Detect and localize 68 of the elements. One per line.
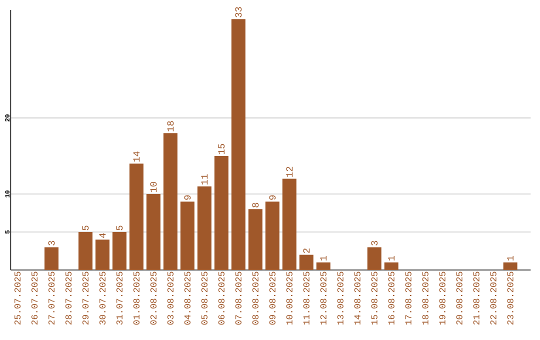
bar (503, 262, 518, 270)
x-tick-label: 25.07.2025 (14, 272, 21, 325)
x-tick-label: 17.08.2025 (405, 272, 412, 325)
data-label: 9 (184, 195, 191, 200)
bar (316, 262, 330, 270)
data-label: 33 (235, 7, 242, 18)
x-tick-label: 07.08.2025 (235, 272, 242, 325)
data-label: 3 (48, 240, 55, 246)
bar (197, 186, 212, 270)
data-label: 14 (133, 151, 140, 162)
data-label: 1 (320, 256, 327, 261)
bar (384, 262, 398, 270)
bar (146, 194, 160, 270)
data-label: 5 (82, 226, 89, 230)
x-tick-label: 04.08.2025 (184, 272, 190, 325)
data-label: 1 (388, 256, 394, 261)
x-tick-label: 15.08.2025 (371, 272, 378, 325)
data-label: 4 (99, 233, 106, 238)
x-tick-label: 02.08.2025 (150, 272, 157, 325)
x-tick-label: 05.08.2025 (201, 272, 208, 325)
bar (112, 232, 126, 270)
data-label: 5 (116, 226, 123, 230)
bar (367, 247, 382, 270)
x-tick-label: 11.08.2025 (303, 272, 310, 325)
bar (129, 164, 144, 270)
x-tick-label: 27.07.2025 (48, 272, 55, 325)
data-label: 8 (252, 202, 259, 208)
data-label: 10 (150, 182, 157, 192)
x-tick-label: 12.08.2025 (320, 272, 326, 325)
bar (214, 156, 228, 270)
bar (299, 254, 314, 270)
data-label: 1 (507, 256, 514, 261)
data-label: 9 (269, 195, 276, 200)
x-tick-label: 20.08.2025 (456, 272, 462, 325)
x-tick-label: 22.08.2025 (490, 272, 496, 325)
bar (163, 133, 178, 270)
bar (78, 232, 92, 270)
x-tick-label: 14.08.2025 (354, 272, 360, 325)
x-tick-label: 03.08.2025 (167, 272, 174, 325)
x-tick-label: 09.08.2025 (269, 272, 276, 325)
bar (95, 240, 110, 270)
x-tick-label: 19.08.2025 (439, 272, 446, 325)
x-tick-label: 08.08.2025 (252, 272, 258, 325)
x-tick-label: 01.08.2025 (133, 272, 140, 325)
x-tick-label: 10.08.2025 (286, 272, 292, 325)
x-tick-label: 30.07.2025 (99, 272, 106, 325)
x-tick-label: 23.08.2025 (507, 272, 514, 325)
x-tick-label: 31.07.2025 (116, 272, 123, 325)
x-tick-label: 06.08.2025 (218, 272, 224, 325)
x-tick-label: 29.07.2025 (82, 272, 89, 325)
bar (248, 209, 262, 270)
bar (44, 247, 58, 270)
bar (265, 202, 280, 270)
bar (231, 19, 246, 270)
data-label: 2 (303, 248, 310, 253)
x-tick-label: 18.08.2025 (422, 272, 428, 325)
x-tick-label: 26.07.2025 (31, 272, 38, 325)
bar (282, 178, 296, 270)
x-tick-label: 16.08.2025 (388, 272, 394, 325)
x-tick-label: 28.07.2025 (65, 272, 72, 325)
x-tick-label: 21.08.2025 (473, 272, 480, 325)
data-label: 18 (167, 121, 174, 132)
bar (180, 202, 194, 270)
data-label: 11 (201, 174, 208, 184)
data-label: 15 (218, 144, 225, 154)
data-label: 12 (286, 166, 293, 177)
data-label: 3 (371, 240, 378, 246)
x-tick-label: 13.08.2025 (337, 272, 344, 325)
